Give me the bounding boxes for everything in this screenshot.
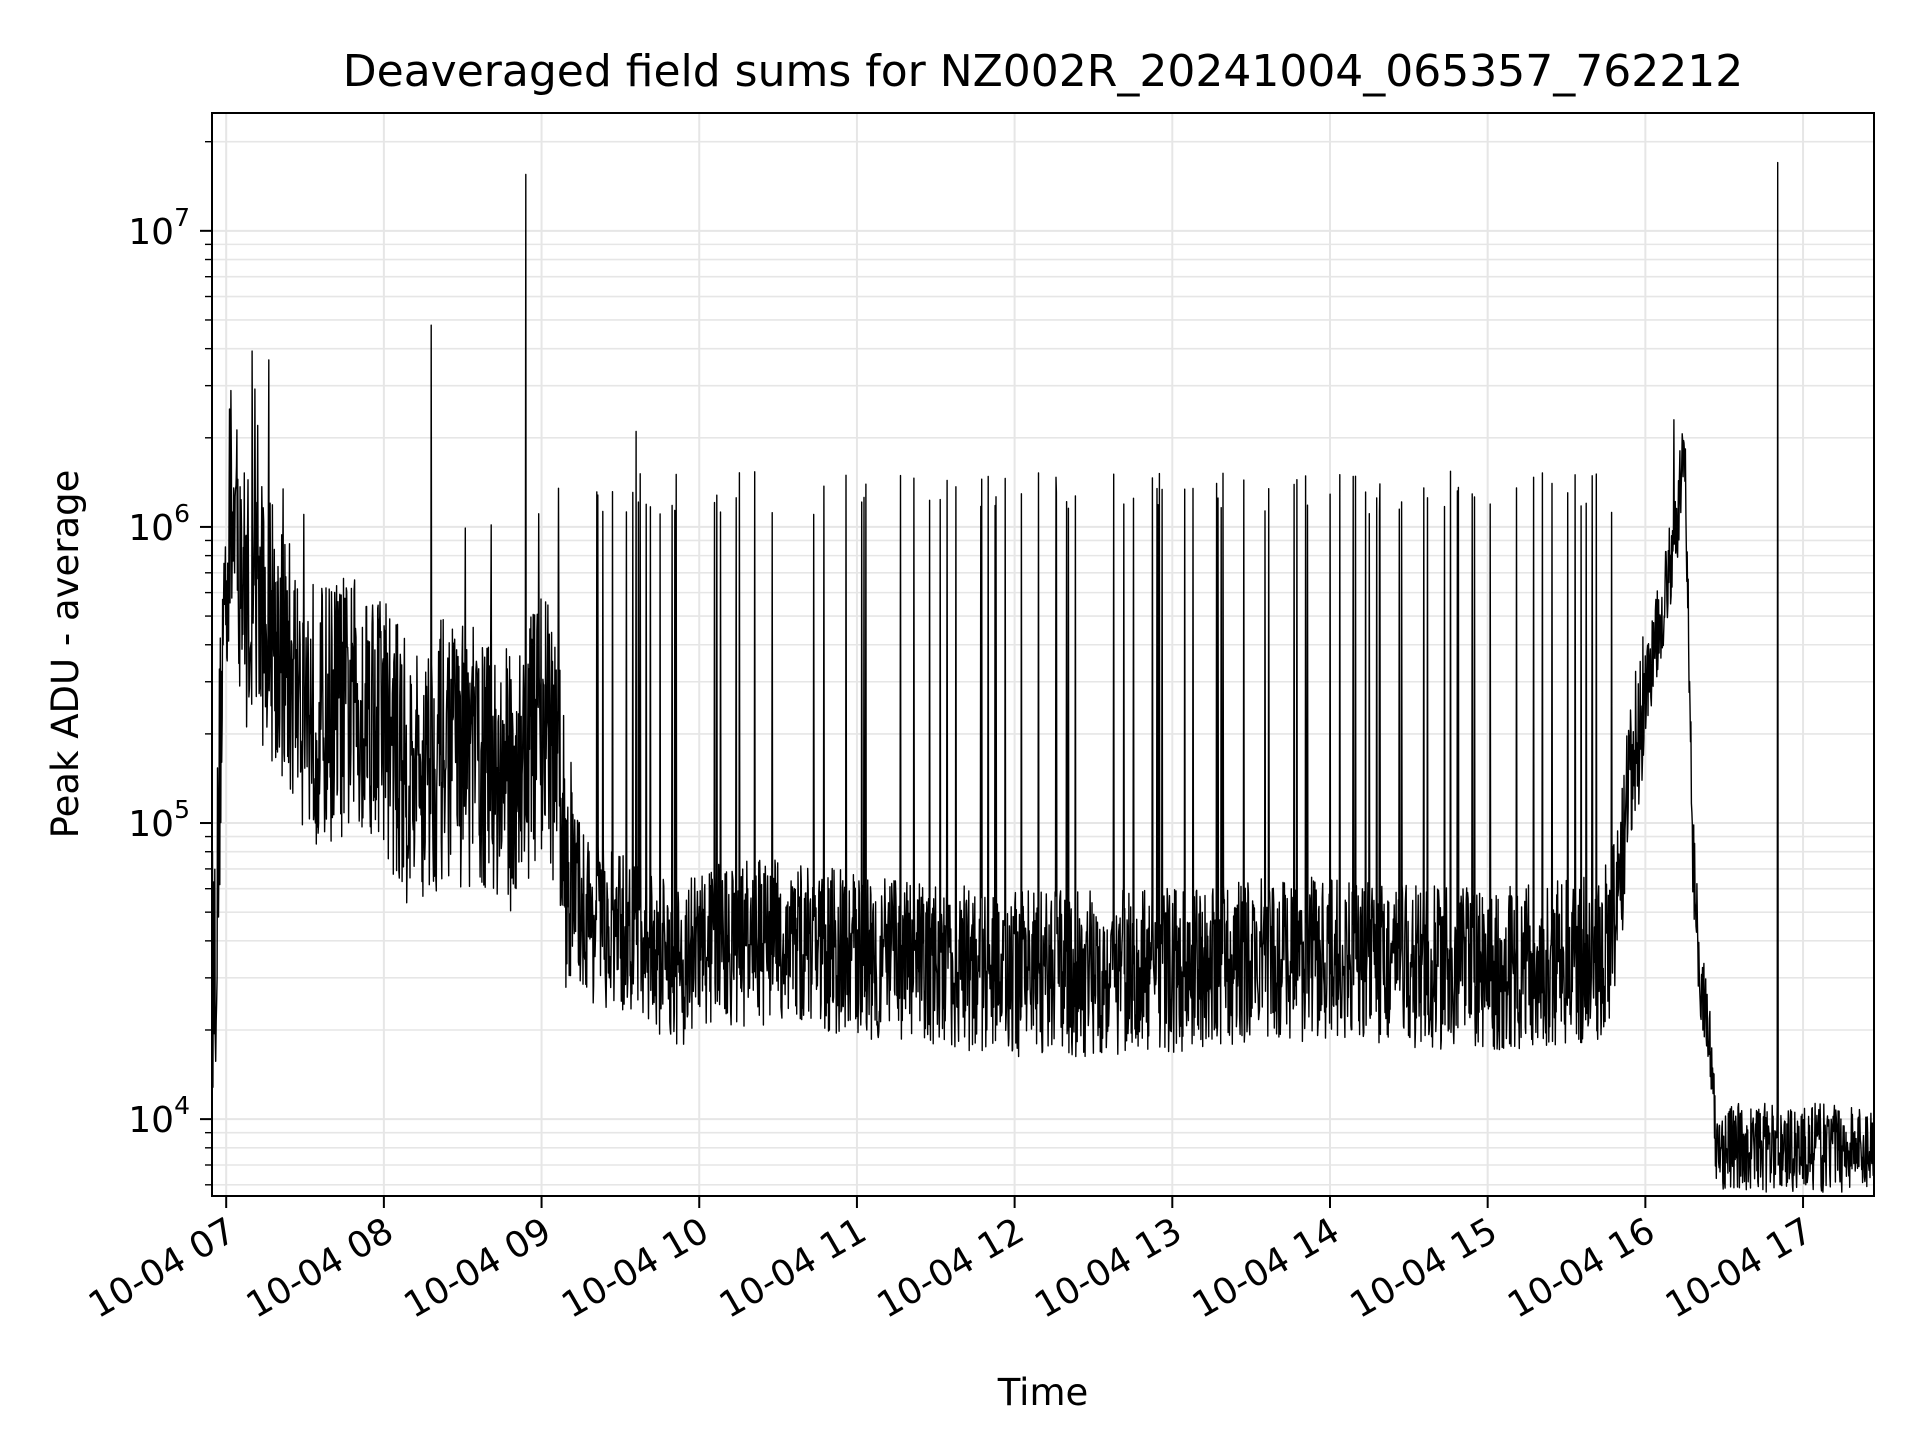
series [211,161,1874,1193]
y-tick-label: 105 [128,795,190,845]
y-axis-label: Peak ADU - average [44,470,87,839]
y-tick-label: 104 [128,1091,190,1141]
y-axis: 104 105 106 107 [128,140,212,1186]
x-axis-label: Time [997,1371,1089,1414]
plot-frame [211,112,1875,1197]
y-tick-label: 106 [128,499,190,549]
y-tick-label: 107 [128,203,190,253]
chart-title: Deaveraged field sums for NZ002R_2024100… [343,46,1743,97]
series-line [211,161,1874,1193]
